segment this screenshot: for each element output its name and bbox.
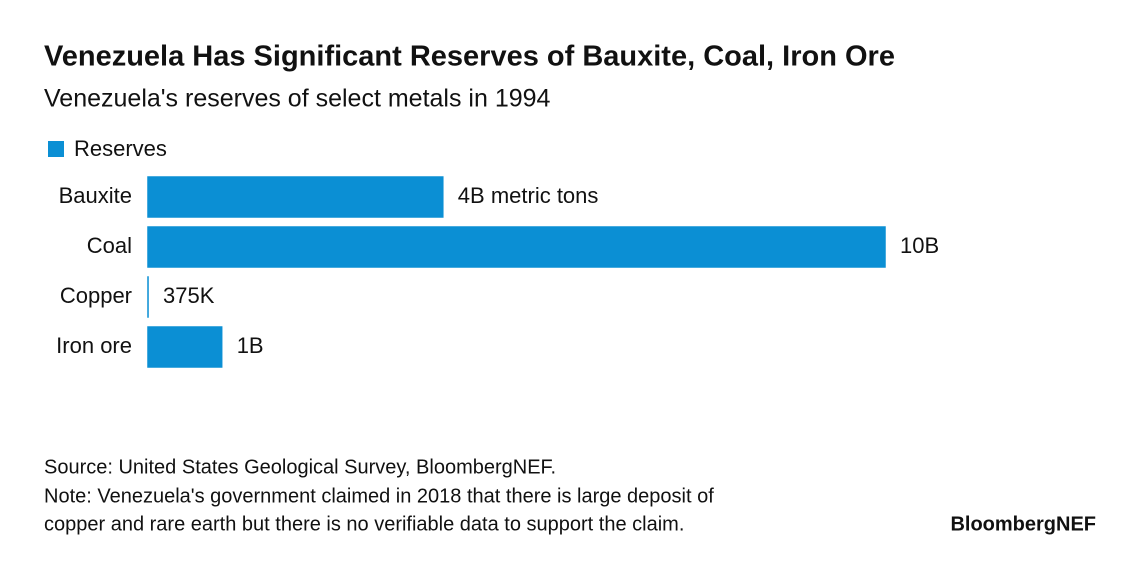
value-label: 375K (163, 283, 215, 308)
note: Note: Venezuela's government claimed in … (44, 485, 714, 507)
value-label: 4B metric tons (458, 183, 599, 208)
bar (147, 226, 886, 268)
category-label: Copper (60, 283, 132, 308)
value-label: 1B (237, 333, 264, 358)
legend-label: Reserves (74, 136, 167, 161)
logo: BloombergNEF (950, 513, 1096, 535)
bar (147, 176, 444, 218)
chart-subtitle: Venezuela's reserves of select metals in… (44, 85, 551, 113)
bar (147, 326, 223, 368)
category-label: Iron ore (56, 333, 132, 358)
source: Source: United States Geological Survey,… (44, 456, 556, 478)
category-label: Bauxite (59, 183, 132, 208)
legend-swatch (48, 141, 64, 157)
value-label: 10B (900, 233, 939, 258)
category-label: Coal (87, 233, 132, 258)
note: copper and rare earth but there is no ve… (44, 513, 684, 535)
chart-title: Venezuela Has Significant Reserves of Ba… (44, 41, 895, 73)
